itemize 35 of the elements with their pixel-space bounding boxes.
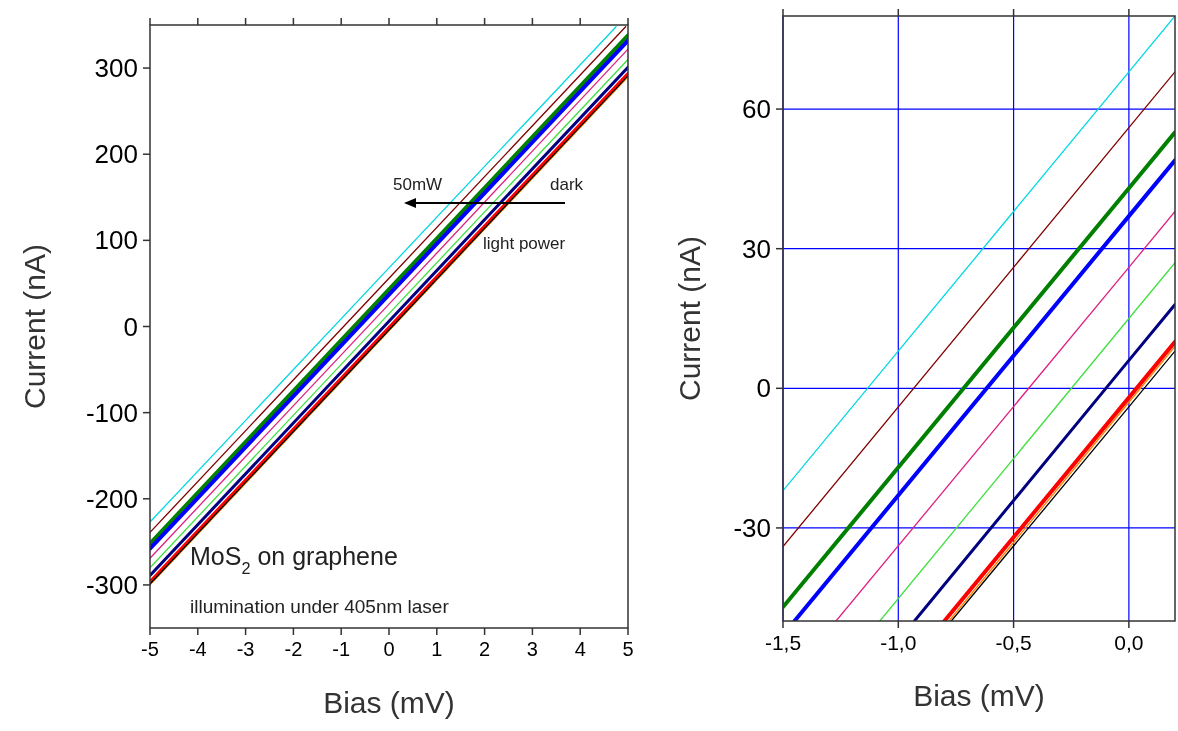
y-axis-title: Current (nA) (18, 243, 51, 410)
x-axis-title: Bias (mV) (323, 686, 455, 719)
annotation: light power (483, 234, 566, 253)
x-tick-label: 3 (526, 638, 538, 660)
x-tick-label: 0 (383, 638, 395, 660)
y-axis-title: Current (nA) (673, 235, 706, 402)
x-tick-label: 1 (431, 638, 443, 660)
x-tick-label: -4 (188, 638, 207, 660)
y-tick-label: 200 (94, 139, 138, 170)
x-tick-label: 2 (479, 638, 491, 660)
y-tick-label: -300 (85, 570, 138, 601)
y-tick-label: 300 (94, 53, 138, 84)
y-tick-label: 100 (94, 225, 138, 256)
x-tick-label: -1,5 (764, 630, 802, 654)
x-tick-label: -1 (332, 638, 351, 660)
y-tick-label: 30 (742, 233, 771, 264)
x-tick-label: -5 (141, 638, 159, 660)
x-tick-label: -2 (284, 638, 303, 660)
y-tick-label: 0 (123, 311, 138, 342)
x-tick-label: -1,0 (880, 630, 917, 654)
x-tick-label: 0,0 (1114, 630, 1144, 654)
y-tick-label: -30 (733, 513, 771, 544)
x-tick-label: 5 (622, 638, 634, 660)
y-tick-label: -200 (85, 483, 138, 514)
x-axis-title: Bias (mV) (913, 679, 1045, 712)
x-tick-label: 4 (574, 638, 586, 660)
x-tick-label: -0,5 (995, 630, 1032, 654)
annotation: MoS$_{2}$ on graphene (190, 542, 398, 577)
annotation: dark (550, 175, 584, 194)
y-tick-label: 60 (742, 94, 771, 125)
annotation: 50mW (393, 175, 443, 194)
annotation: illumination under 405nm laser (190, 596, 450, 617)
x-tick-label: -3 (236, 638, 255, 660)
y-tick-label: -100 (85, 397, 138, 428)
y-tick-label: 0 (756, 373, 771, 404)
